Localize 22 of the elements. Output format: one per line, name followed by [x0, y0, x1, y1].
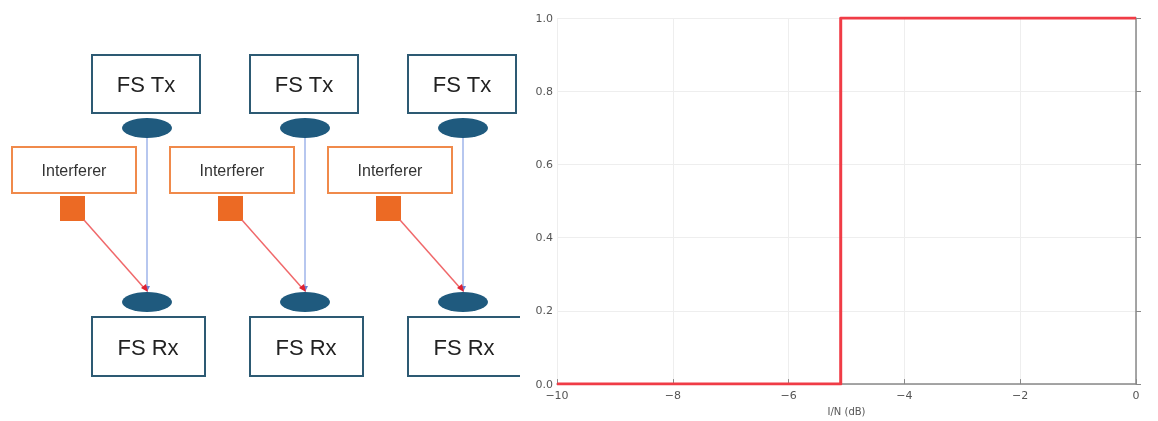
- y-tick-label: 1.0: [535, 11, 553, 25]
- text: Interferer: [41, 162, 108, 179]
- text: FS Tx: [116, 72, 176, 97]
- text: FS Tx: [274, 72, 334, 97]
- text: FS Rx: [433, 335, 495, 360]
- text: FS Rx: [117, 335, 179, 360]
- y-tick-label: 0.6: [535, 157, 553, 171]
- x-tick-label: −4: [896, 389, 913, 403]
- y-tick-label: 0.2: [535, 304, 553, 318]
- y-tick-label: 0.4: [535, 231, 553, 245]
- text: FS Tx: [432, 72, 492, 97]
- x-tick-label: −10: [545, 389, 569, 403]
- text: FS Rx: [275, 335, 337, 360]
- y-tick-label: 0.8: [535, 84, 553, 98]
- x-tick-label: −8: [664, 389, 681, 403]
- x-tick-label: −6: [780, 389, 797, 403]
- y-tick-label: 0.0: [535, 377, 553, 391]
- x-tick-label: −2: [1012, 389, 1029, 403]
- x-axis-title: I/N (dB): [827, 405, 866, 417]
- text: Interferer: [357, 162, 424, 179]
- x-tick-label: 0: [1132, 389, 1140, 403]
- text: Interferer: [199, 162, 266, 179]
